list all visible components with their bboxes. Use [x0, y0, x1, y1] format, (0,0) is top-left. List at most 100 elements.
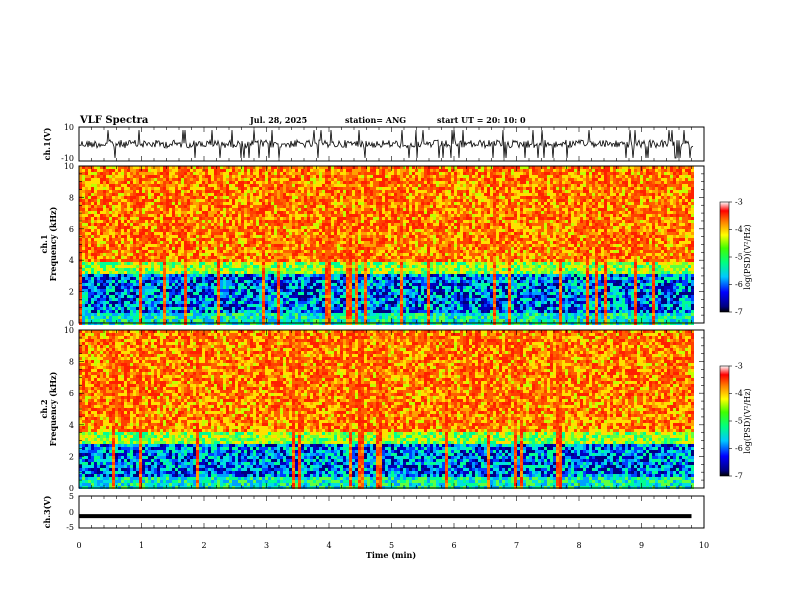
spectrogram-cell [253, 169, 256, 172]
spectrogram-cell [250, 319, 253, 322]
spectrogram-cell [286, 241, 289, 244]
spectrogram-cell [313, 262, 316, 265]
spectrogram-cell [322, 169, 325, 172]
spectrogram-cell [265, 244, 268, 247]
spectrogram-cell [280, 316, 283, 319]
spectrogram-cell [190, 301, 193, 304]
spectrogram-cell [292, 247, 295, 250]
spectrogram-cell [349, 232, 352, 235]
spectrogram-cell [142, 184, 145, 187]
spectrogram-cell [271, 262, 274, 265]
spectrogram-cell [259, 313, 262, 316]
spectrogram-cell [169, 178, 172, 181]
spectrogram-cell [184, 292, 187, 295]
spectrogram-cell [307, 238, 310, 241]
spectrogram-cell [331, 265, 334, 268]
spectrogram-cell [292, 214, 295, 217]
spectrogram-cell [94, 196, 97, 199]
spectrogram-cell [256, 217, 259, 220]
spectrogram-cell [292, 220, 295, 223]
spectrogram-cell [244, 166, 247, 169]
spectrogram-cell [220, 319, 223, 322]
spectrogram-cell [172, 196, 175, 199]
spectrogram-cell [121, 226, 124, 229]
spectrogram-cell [256, 205, 259, 208]
spectrogram-cell [148, 262, 151, 265]
spectrogram-cell [160, 274, 163, 277]
spectrogram-cell [283, 268, 286, 271]
spectrogram-cell [301, 283, 304, 286]
spectrogram-cell [154, 289, 157, 292]
spectrogram-cell [205, 244, 208, 247]
spectrogram-cell [193, 307, 196, 310]
spectrogram-cell [193, 295, 196, 298]
spectrogram-cell [184, 211, 187, 214]
spectrogram-cell [94, 166, 97, 169]
spectrogram-cell [178, 292, 181, 295]
spectrogram-cell [103, 238, 106, 241]
spectrogram-cell [274, 205, 277, 208]
spectrogram-cell [187, 187, 190, 190]
spectrogram-cell [199, 208, 202, 211]
spectrogram-cell [307, 208, 310, 211]
spectrogram-cell [295, 286, 298, 289]
spectrogram-cell [289, 169, 292, 172]
spectrogram-cell [211, 274, 214, 277]
spectrogram-cell [118, 211, 121, 214]
spectrogram-cell [145, 298, 148, 301]
spectrogram-cell [157, 262, 160, 265]
spectrogram-cell [244, 235, 247, 238]
spectrogram-cell [130, 214, 133, 217]
spectrogram-cell [109, 244, 112, 247]
spectrogram-cell [334, 283, 337, 286]
spectrogram-cell [151, 235, 154, 238]
spectrogram-cell [91, 301, 94, 304]
spectrogram-cell [184, 271, 187, 274]
spectrogram-cell [178, 286, 181, 289]
spectrogram-cell [277, 283, 280, 286]
spectrogram-cell [196, 247, 199, 250]
spectrogram-cell [319, 292, 322, 295]
spectrogram-cell [343, 181, 346, 184]
spectrogram-cell [151, 208, 154, 211]
spectrogram-cell [346, 190, 349, 193]
spectrogram-cell [82, 241, 85, 244]
spectrogram-cell [223, 268, 226, 271]
spectrogram-cell [325, 298, 328, 301]
spectrogram-cell [301, 247, 304, 250]
spectrogram-cell [196, 196, 199, 199]
spectrogram-cell [145, 241, 148, 244]
spectrogram-cell [265, 268, 268, 271]
spectrogram-cell [325, 196, 328, 199]
spectrogram-cell [187, 214, 190, 217]
spectrogram-cell [256, 175, 259, 178]
spectrogram-cell [166, 301, 169, 304]
spectrogram-cell [163, 196, 166, 199]
spectrogram-cell [289, 316, 292, 319]
spectrogram-cell [304, 217, 307, 220]
spectrogram-cell [241, 202, 244, 205]
spectrogram-cell [346, 259, 349, 262]
spectrogram-cell [106, 199, 109, 202]
spectrogram-cell [319, 232, 322, 235]
spectrogram-cell [259, 235, 262, 238]
spectrogram-cell [259, 193, 262, 196]
spectrogram-cell [205, 286, 208, 289]
spectrogram-cell [301, 202, 304, 205]
spectrogram-cell [97, 238, 100, 241]
spectrogram-cell [226, 190, 229, 193]
spectrogram-cell [82, 190, 85, 193]
spectrogram-cell [187, 280, 190, 283]
spectrogram-cell [133, 310, 136, 313]
spectrogram-cell [253, 265, 256, 268]
spectrogram-cell [232, 253, 235, 256]
spectrogram-cell [106, 280, 109, 283]
spectrogram-cell [238, 241, 241, 244]
spectrogram-cell [304, 208, 307, 211]
spectrogram-cell [325, 283, 328, 286]
spectrogram-cell [148, 169, 151, 172]
spectrogram-cell [190, 178, 193, 181]
spectrogram-cell [97, 307, 100, 310]
spectrogram-cell [133, 166, 136, 169]
spectrogram-cell [130, 208, 133, 211]
